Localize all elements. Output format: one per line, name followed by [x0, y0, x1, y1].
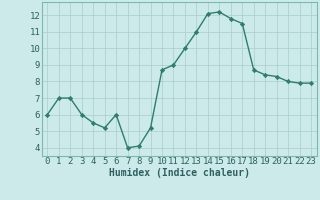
X-axis label: Humidex (Indice chaleur): Humidex (Indice chaleur) — [109, 168, 250, 178]
